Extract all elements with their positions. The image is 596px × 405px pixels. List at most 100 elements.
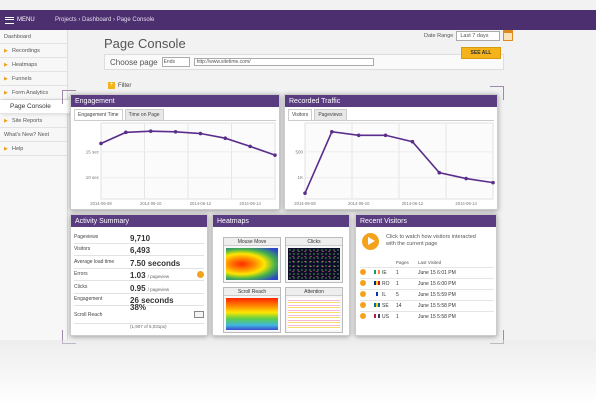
recent-visitors-panel: Recent Visitors Click to watch how visit…	[355, 214, 497, 336]
data-point	[437, 170, 442, 175]
heatmap-scroll-reach-card[interactable]: Scroll Reach	[223, 287, 281, 333]
sidebar-item[interactable]: ▶ Funnels	[0, 72, 67, 86]
arrow-right-icon: ▶	[4, 117, 8, 124]
table-header-row: Pages Last Visited	[360, 258, 494, 267]
sidebar-item[interactable]: ▶ Form Analytics	[0, 86, 67, 100]
calendar-icon[interactable]	[503, 30, 514, 41]
menu-label: MENU	[17, 17, 35, 23]
x-tick-label: 2014-06-08	[294, 201, 316, 206]
clicks-heatmap-thumbnail	[288, 248, 340, 280]
traffic-tabs: Visitors Pageviews	[288, 109, 494, 121]
sidebar-item[interactable]: ▶ Help	[0, 142, 67, 156]
activity-row: Scroll Reach 38% (1,907 of 5,031px)	[74, 303, 204, 329]
country-code: SE	[382, 302, 389, 309]
data-point	[330, 129, 334, 134]
x-tick-label: 2014-06-08	[90, 201, 112, 206]
table-header-blank	[360, 258, 374, 267]
sidebar-item-label: Site Reports	[12, 117, 43, 124]
activity-value-group: 1.03/ pageview	[130, 265, 169, 283]
play-icon[interactable]	[360, 268, 366, 275]
sidebar-item[interactable]: ▶ Heatmaps	[0, 58, 67, 72]
page-select[interactable]: Ends	[161, 57, 190, 67]
heatmap-mouse-move-card[interactable]: Mouse Move	[223, 237, 281, 283]
x-tick-label: 2014-06-14	[455, 201, 477, 206]
data-point	[383, 133, 388, 138]
date-range-select[interactable]: Last 7 days	[456, 30, 501, 41]
sidebar-item-label: Help	[12, 145, 24, 152]
play-icon[interactable]	[197, 270, 204, 278]
data-point	[173, 129, 178, 134]
flag-icon	[374, 303, 380, 308]
menu-button[interactable]: MENU	[5, 16, 45, 24]
table-header-blank	[374, 258, 396, 267]
recent-visitors-message: Click to watch how visitors interacted w…	[386, 234, 476, 247]
sidebar-item[interactable]: Dashboard	[0, 30, 67, 44]
sidebar: Dashboard ▶ Recordings ▶ Heatmaps ▶ Funnels ▶ Fo…	[0, 30, 74, 340]
table-row[interactable]: US 1 June 15 5:58 PM	[360, 310, 494, 322]
table-row[interactable]: IL 5 June 15 5:59 PM	[360, 288, 494, 300]
play-cell	[360, 310, 374, 322]
sidebar-item[interactable]: ▶ Site Reports	[0, 114, 67, 128]
heatmap-mouse-move-label: Mouse Move	[224, 238, 280, 246]
activity-label: Scroll Reach	[74, 311, 103, 318]
filter-button[interactable]: + Filter	[108, 82, 131, 89]
table-row[interactable]: RO 1 June 15 6:00 PM	[360, 277, 494, 289]
play-cell	[360, 288, 374, 300]
url-input[interactable]: http://www.sitetime.com/	[193, 58, 374, 66]
sidebar-item-label: What's New? Next	[4, 131, 50, 138]
sidebar-item[interactable]: Page Console	[0, 100, 74, 114]
sidebar-item[interactable]: What's New? Next	[0, 128, 67, 142]
sidebar-item[interactable]: ▶ Recordings	[0, 44, 67, 58]
activity-label: Clicks	[74, 283, 88, 290]
scroll-reach-heatmap-thumbnail	[226, 298, 278, 330]
last-visited-cell: June 15 5:58 PM	[418, 299, 494, 311]
play-icon[interactable]	[362, 233, 379, 250]
data-point	[248, 144, 252, 149]
tab-time-on-page[interactable]: Time on Page	[124, 109, 164, 120]
activity-value-group: 0.95/ pageview	[130, 278, 169, 296]
country-cell: SE	[374, 299, 396, 311]
play-icon[interactable]	[360, 301, 366, 308]
play-icon[interactable]	[360, 279, 366, 286]
table-row[interactable]: IE 1 June 15 6:01 PM	[360, 266, 494, 278]
activity-label: Pageviews	[74, 233, 99, 240]
pages-cell: 14	[396, 299, 418, 311]
activity-value-group: 6,493	[130, 240, 150, 258]
data-point	[124, 130, 128, 135]
flag-icon	[374, 270, 380, 275]
sidebar-item-label: Dashboard	[4, 33, 31, 40]
play-cell	[360, 266, 374, 278]
floor-reflection	[0, 340, 596, 405]
mouse-move-heatmap-thumbnail	[226, 248, 278, 280]
activity-row: Average load time 7.50 seconds	[74, 256, 204, 269]
sidebar-item-label: Form Analytics	[12, 89, 49, 96]
chart-icon[interactable]	[194, 311, 204, 318]
see-all-button[interactable]: SEE ALL	[461, 47, 501, 59]
heatmap-clicks-card[interactable]: Clicks	[285, 237, 343, 283]
activity-value-group: 9,710	[130, 228, 150, 246]
tab-engagement-time[interactable]: Engagement Time	[74, 109, 123, 120]
pages-cell: 1	[396, 310, 418, 322]
plus-icon: +	[108, 82, 115, 89]
activity-row: Clicks 0.95/ pageview	[74, 281, 204, 294]
table-row[interactable]: SE 14 June 15 5:58 PM	[360, 299, 494, 311]
flag-icon	[374, 292, 380, 297]
activity-label: Average load time	[74, 258, 115, 265]
series-line	[304, 130, 494, 194]
x-tick-label: 2014-06-10	[140, 201, 162, 206]
tab-pageviews[interactable]: Pageviews	[314, 109, 347, 120]
recorded-traffic-title: Recorded Traffic	[285, 95, 497, 107]
last-visited-column-header: Last Visited	[418, 259, 442, 265]
heatmap-attention-label: Attention	[286, 288, 342, 296]
heatmap-attention-card[interactable]: Attention	[285, 287, 343, 333]
attention-heatmap-thumbnail	[288, 298, 340, 330]
corner-bracket	[490, 86, 504, 100]
page-title: Page Console	[104, 36, 186, 51]
tab-visitors[interactable]: Visitors	[288, 109, 313, 120]
play-icon[interactable]	[360, 290, 366, 297]
activity-value: 7.50 seconds	[130, 258, 181, 268]
activity-value: 26 seconds	[130, 296, 174, 306]
activity-value: 0.95	[130, 283, 146, 293]
play-icon[interactable]	[360, 312, 366, 319]
activity-row: Visitors 6,493	[74, 244, 204, 256]
